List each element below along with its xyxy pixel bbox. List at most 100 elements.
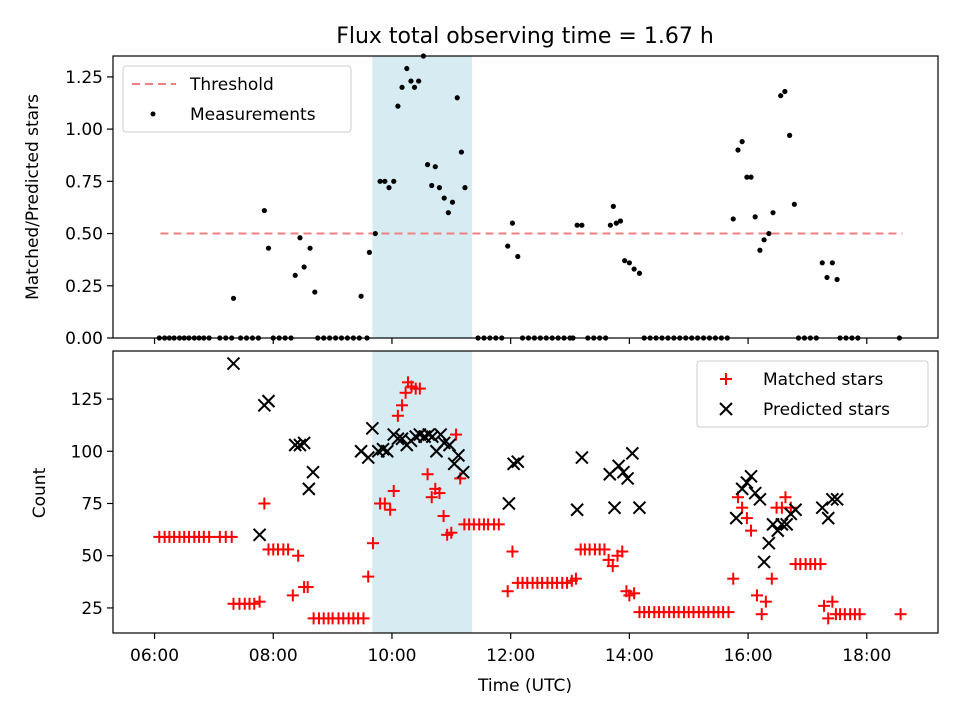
predicted-star-point	[830, 492, 844, 507]
legend-predicted-swatch	[719, 402, 733, 416]
measurement-point	[824, 274, 830, 281]
predicted-star-point	[306, 465, 320, 479]
predicted-star-point	[771, 523, 785, 538]
top-shaded-interval	[372, 56, 473, 338]
top-legend: Threshold Measurements	[122, 65, 352, 133]
matched-star-point	[292, 549, 305, 562]
matched-star-point	[450, 428, 463, 441]
measurement-point	[744, 174, 750, 180]
matched-star-point	[501, 585, 514, 598]
predicted-star-point	[252, 528, 267, 542]
measurement-point	[445, 210, 451, 216]
bottom-panel: 25 50 75 100 125 06:00 08:00 10:00 12:00 14:00 16…	[30, 350, 939, 696]
predicted-star-points	[226, 356, 844, 569]
measurement-point	[610, 203, 616, 209]
matched-star-point	[384, 503, 397, 516]
predicted-star-point	[762, 536, 776, 550]
bottom-x-axis: 06:00 08:00 10:00 12:00 14:00 16:00 18:00	[130, 633, 891, 666]
measurement-point	[505, 243, 511, 249]
measurement-point	[261, 207, 267, 214]
measurement-point	[312, 289, 318, 295]
predicted-star-point	[753, 492, 767, 507]
measurement-point	[617, 218, 624, 224]
x-tick-label: 16:00	[724, 646, 773, 666]
measurement-point	[631, 266, 637, 272]
x-tick-label: 12:00	[486, 646, 535, 666]
measurement-point	[395, 103, 401, 109]
top-plot-frame	[112, 55, 939, 339]
bottom-y-axis-label: Count	[30, 467, 50, 518]
measurement-point	[399, 84, 405, 90]
x-axis-label: Time (UTC)	[477, 676, 572, 696]
measurement-point	[787, 132, 793, 138]
chart-title: Flux total observing time = 1.67 h	[336, 24, 714, 49]
matched-star-point	[822, 612, 835, 625]
measurement-point	[307, 245, 313, 251]
measurement-point	[515, 253, 521, 260]
measurement-point	[613, 220, 619, 226]
top-y-tick-label: 0.75	[65, 172, 103, 192]
bottom-plot-frame	[112, 350, 939, 634]
measurement-point	[458, 149, 464, 155]
top-y-tick-label: 0.50	[65, 225, 103, 245]
matched-star-point	[745, 524, 758, 537]
matched-star-point	[818, 599, 831, 612]
matched-star-point	[569, 572, 582, 585]
predicted-star-point	[788, 503, 803, 517]
measurement-point	[607, 222, 613, 228]
matched-star-point	[750, 589, 763, 602]
matched-star-point	[437, 510, 450, 523]
measurement-point	[301, 264, 307, 270]
top-y-tick-label: 0.25	[65, 277, 103, 297]
matched-star-points	[153, 376, 907, 625]
measurement-point	[509, 220, 516, 226]
predicted-star-point	[775, 517, 789, 532]
measurement-point	[574, 222, 580, 228]
legend-measurements-label: Measurements	[190, 105, 316, 125]
measurement-point	[382, 178, 388, 184]
bottom-y-tick-label: 100	[71, 442, 103, 462]
top-panel: 0.00 0.25 0.50 0.75 1.00 1.25 Matched/Predict…	[23, 53, 939, 349]
predicted-star-point	[506, 457, 521, 471]
measurement-point	[411, 84, 418, 90]
matched-star-point	[628, 587, 641, 600]
measurement-point	[404, 65, 410, 72]
predicted-star-point	[779, 517, 794, 532]
measurement-point	[441, 195, 447, 201]
predicted-star-point	[825, 492, 840, 507]
measurement-point	[834, 276, 840, 283]
measurement-point	[377, 178, 383, 184]
top-y-tick-label: 1.25	[65, 68, 103, 88]
predicted-star-point	[433, 427, 448, 442]
predicted-star-point	[293, 438, 307, 452]
bottom-legend-box	[696, 360, 929, 428]
top-y-axis-label: Matched/Predicted stars	[23, 94, 43, 300]
predicted-star-point	[511, 455, 525, 469]
measurement-point	[366, 249, 373, 255]
measurement-point	[372, 230, 378, 237]
top-y-axis: 0.00 0.25 0.50 0.75 1.00 1.25	[65, 68, 113, 349]
bottom-legend: Matched stars Predicted stars	[696, 360, 929, 428]
bottom-y-tick-label: 125	[71, 390, 103, 410]
matched-star-point	[282, 543, 295, 556]
matched-star-point	[826, 595, 839, 608]
legend-measurements-swatch	[150, 111, 156, 117]
matched-star-point	[736, 501, 749, 514]
matched-star-point	[387, 484, 400, 497]
predicted-star-point	[620, 471, 635, 486]
measurement-point	[408, 78, 414, 84]
predicted-star-point	[376, 442, 390, 456]
bottom-y-axis: 25 50 75 100 125	[71, 390, 113, 619]
predicted-star-point	[570, 503, 584, 517]
matched-star-point	[894, 608, 907, 621]
measurement-point	[761, 237, 767, 243]
matched-star-point	[286, 589, 299, 602]
measurement-point	[579, 222, 585, 228]
predicted-star-point	[729, 511, 743, 525]
matched-star-point	[357, 612, 370, 625]
predicted-star-point	[442, 438, 457, 452]
matched-star-point	[853, 608, 866, 621]
predicted-star-point	[226, 356, 241, 371]
matched-star-point	[248, 597, 261, 610]
